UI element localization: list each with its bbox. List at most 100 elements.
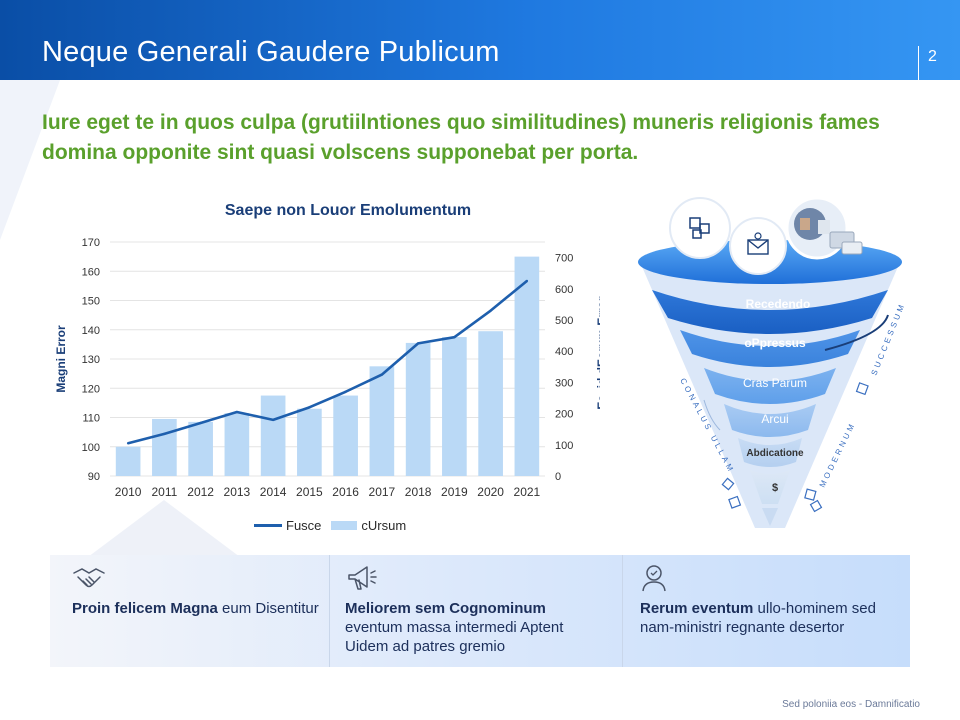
feature-title: Meliorem sem Cognominum <box>345 600 546 617</box>
line-point <box>199 421 202 425</box>
feature-title: Rerum eventum <box>640 600 754 617</box>
funnel-stage-6 <box>750 470 790 504</box>
chart-legend: Fusce cUrsum <box>254 518 406 533</box>
y2-tick-label: 600 <box>555 284 573 296</box>
y2-tick-label: 400 <box>555 346 573 358</box>
background-triangle <box>84 500 244 560</box>
bar <box>152 418 177 476</box>
feature-desc: eventum massa intermedi Aptent Uidem ad … <box>345 619 564 655</box>
team-photo <box>785 196 863 260</box>
line-point <box>126 442 130 445</box>
handshake-icon <box>73 568 105 588</box>
page-number: 2 <box>928 48 937 65</box>
mail-icon <box>729 217 787 275</box>
x-tick-label: 2011 <box>151 485 177 499</box>
feature-desc: ullo-hominem sed nam-ministri regnante d… <box>640 600 876 636</box>
bar <box>442 337 467 476</box>
legend-item-line: Fusce <box>254 518 321 533</box>
x-tick-label: 2017 <box>369 485 396 499</box>
feature-text: Meliorem sem Cognominum eventum massa in… <box>345 599 605 656</box>
y-tick-label: 120 <box>82 383 100 395</box>
line-point <box>525 279 529 283</box>
bar <box>188 421 213 476</box>
feature-title: Proin felicem Magna <box>72 600 218 617</box>
line-point <box>163 432 166 436</box>
bar <box>405 342 431 476</box>
y2-tick-label: 100 <box>555 440 573 452</box>
funnel-label-3: Cras Parum <box>743 376 807 390</box>
legend-item-bar: cUrsum <box>331 518 406 533</box>
bar <box>224 413 250 476</box>
bar <box>514 256 540 476</box>
y-tick-label: 90 <box>88 471 100 483</box>
funnel-label-4: Arcui <box>761 412 788 426</box>
y-tick-label: 130 <box>82 354 100 366</box>
background-triangle <box>0 80 60 240</box>
bar <box>478 331 503 476</box>
funnel-stage-1 <box>652 290 888 334</box>
bar <box>297 408 322 476</box>
line-point <box>416 342 420 345</box>
feature-desc: eum Disentitur <box>217 600 319 617</box>
slide-subtitle: Iure eget te in quos culpa (grutiilntion… <box>42 111 880 164</box>
x-tick-label: 2010 <box>115 485 142 499</box>
header-divider <box>918 46 919 80</box>
line-point <box>344 390 347 393</box>
feature-divider <box>622 555 623 667</box>
x-tick-label: 2020 <box>477 485 504 499</box>
legend-line-swatch <box>254 524 282 527</box>
y-tick-label: 160 <box>82 266 100 278</box>
bar <box>369 366 395 476</box>
y2-tick-label: 300 <box>555 377 573 389</box>
x-tick-label: 2013 <box>224 485 251 499</box>
funnel-arc-line <box>703 399 721 431</box>
feature-item: Rerum eventum ullo-hominem sed nam-minis… <box>618 555 910 667</box>
x-tick-label: 2014 <box>260 485 287 499</box>
funnel-tip <box>762 508 778 526</box>
feature-text: Rerum eventum ullo-hominem sed nam-minis… <box>640 599 900 637</box>
feature-item: Proin felicem Magna eum Disentitur <box>50 555 328 667</box>
bar <box>115 446 141 476</box>
y-tick-label: 170 <box>82 237 100 249</box>
x-tick-label: 2016 <box>332 485 359 499</box>
puzzle-icon <box>721 382 869 513</box>
award-person-icon <box>642 565 666 592</box>
header-banner: Neque Generali Gaudere Publicum 2 <box>0 0 960 80</box>
y-tick-label: 110 <box>82 413 100 425</box>
funnel-label-2: oPpressus <box>744 336 806 350</box>
combo-chart: 90 100 110 120 130 140 150 160 170 0 100 200 300 400 5… <box>54 237 600 499</box>
funnel-label-5: Abdicatione <box>746 448 804 459</box>
funnel-label-6: $ <box>772 482 778 494</box>
funnel-stage-4 <box>724 404 816 437</box>
y-tick-label: 140 <box>82 325 100 337</box>
y2-tick-label: 500 <box>555 315 573 327</box>
line-point <box>271 418 275 422</box>
y2-tick-label: 200 <box>555 409 573 421</box>
feature-text: Proin felicem Magna eum Disentitur <box>72 599 319 618</box>
funnel-stage-3 <box>704 368 836 404</box>
x-tick-label: 2019 <box>441 485 468 499</box>
chart-title: Saepe non Louor Emolumentum <box>224 202 472 219</box>
bar <box>333 395 358 476</box>
funnel-label-1: Recedendo <box>746 297 811 311</box>
y2-axis-label: Ea. id dEorum Error <box>595 296 600 410</box>
y-tick-label: 100 <box>82 442 100 454</box>
feature-band: Proin felicem Magna eum Disentitur Melio… <box>50 555 910 667</box>
funnel-stage-2 <box>680 330 860 367</box>
puzzle-icon <box>669 197 731 259</box>
x-tick-label: 2015 <box>296 485 323 499</box>
legend-label: Fusce <box>286 518 322 533</box>
feature-divider <box>329 555 330 667</box>
y-axis-label: Magni Error <box>54 325 68 393</box>
line-point <box>453 335 456 339</box>
y2-tick-label: 0 <box>555 471 561 483</box>
bar <box>260 395 286 476</box>
y-tick-label: 150 <box>82 296 100 308</box>
x-tick-label: 2021 <box>514 485 541 499</box>
funnel-stage-5 <box>738 438 802 467</box>
feature-item: Meliorem sem Cognominum eventum massa in… <box>323 555 623 667</box>
line-point <box>308 406 311 409</box>
page-title: Neque Generali Gaudere Publicum <box>42 36 500 68</box>
legend-bar-swatch <box>331 521 358 530</box>
line-point <box>235 410 239 414</box>
